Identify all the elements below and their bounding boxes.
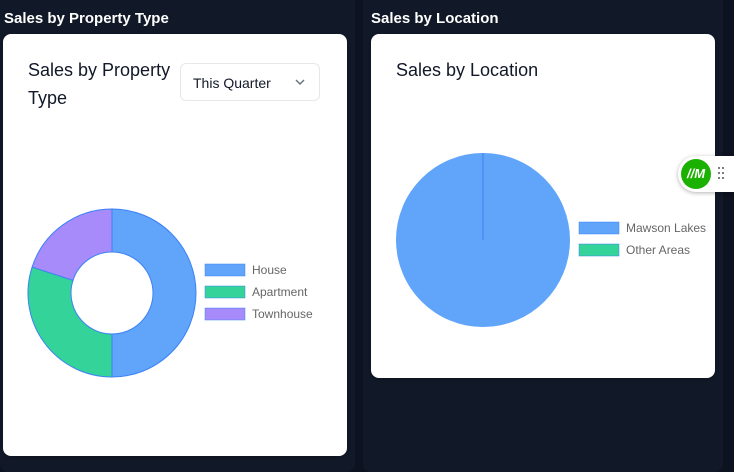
logo-icon[interactable]: //M [681, 159, 711, 189]
panel-title: Sales by Location [371, 10, 499, 27]
legend-label-other-areas: Other Areas [626, 243, 690, 257]
legend-swatch-other-areas [578, 243, 620, 257]
legend-swatch-mawson-lakes [578, 221, 620, 235]
period-select-value: This Quarter [193, 75, 271, 91]
location-card: Sales by Location Mawson Lakes Other Area… [371, 34, 715, 378]
location-panel: Sales by Location Sales by Location Maws… [363, 0, 723, 472]
legend-label-apartment: Apartment [252, 285, 308, 299]
legend-label-townhouse: Townhouse [252, 307, 313, 321]
slice-apartment[interactable] [27, 266, 113, 378]
drag-handle-icon[interactable] [718, 167, 726, 181]
slice-house[interactable] [111, 208, 197, 378]
chevron-down-icon [295, 79, 305, 86]
legend-swatch-house [204, 263, 246, 277]
panel-title: Sales by Property Type [4, 10, 169, 27]
floating-widget[interactable]: //M [678, 156, 734, 192]
property-type-panel: Sales by Property Type Sales by Property… [0, 0, 355, 472]
card-title: Sales by Property Type [28, 60, 171, 108]
legend-swatch-apartment [204, 285, 246, 299]
slice-townhouse[interactable] [31, 208, 113, 281]
card-title: Sales by Location [396, 60, 539, 80]
location-pie-chart: Mawson Lakes Other Areas [396, 153, 706, 327]
legend-swatch-townhouse [204, 307, 246, 321]
property-type-doughnut-chart: House Apartment Townhouse [27, 208, 313, 378]
legend-label-mawson-lakes: Mawson Lakes [626, 221, 706, 235]
period-select[interactable]: This Quarter [180, 63, 320, 101]
property-type-card: Sales by Property Type This Quarter Hous… [3, 34, 347, 456]
legend-label-house: House [252, 263, 287, 277]
